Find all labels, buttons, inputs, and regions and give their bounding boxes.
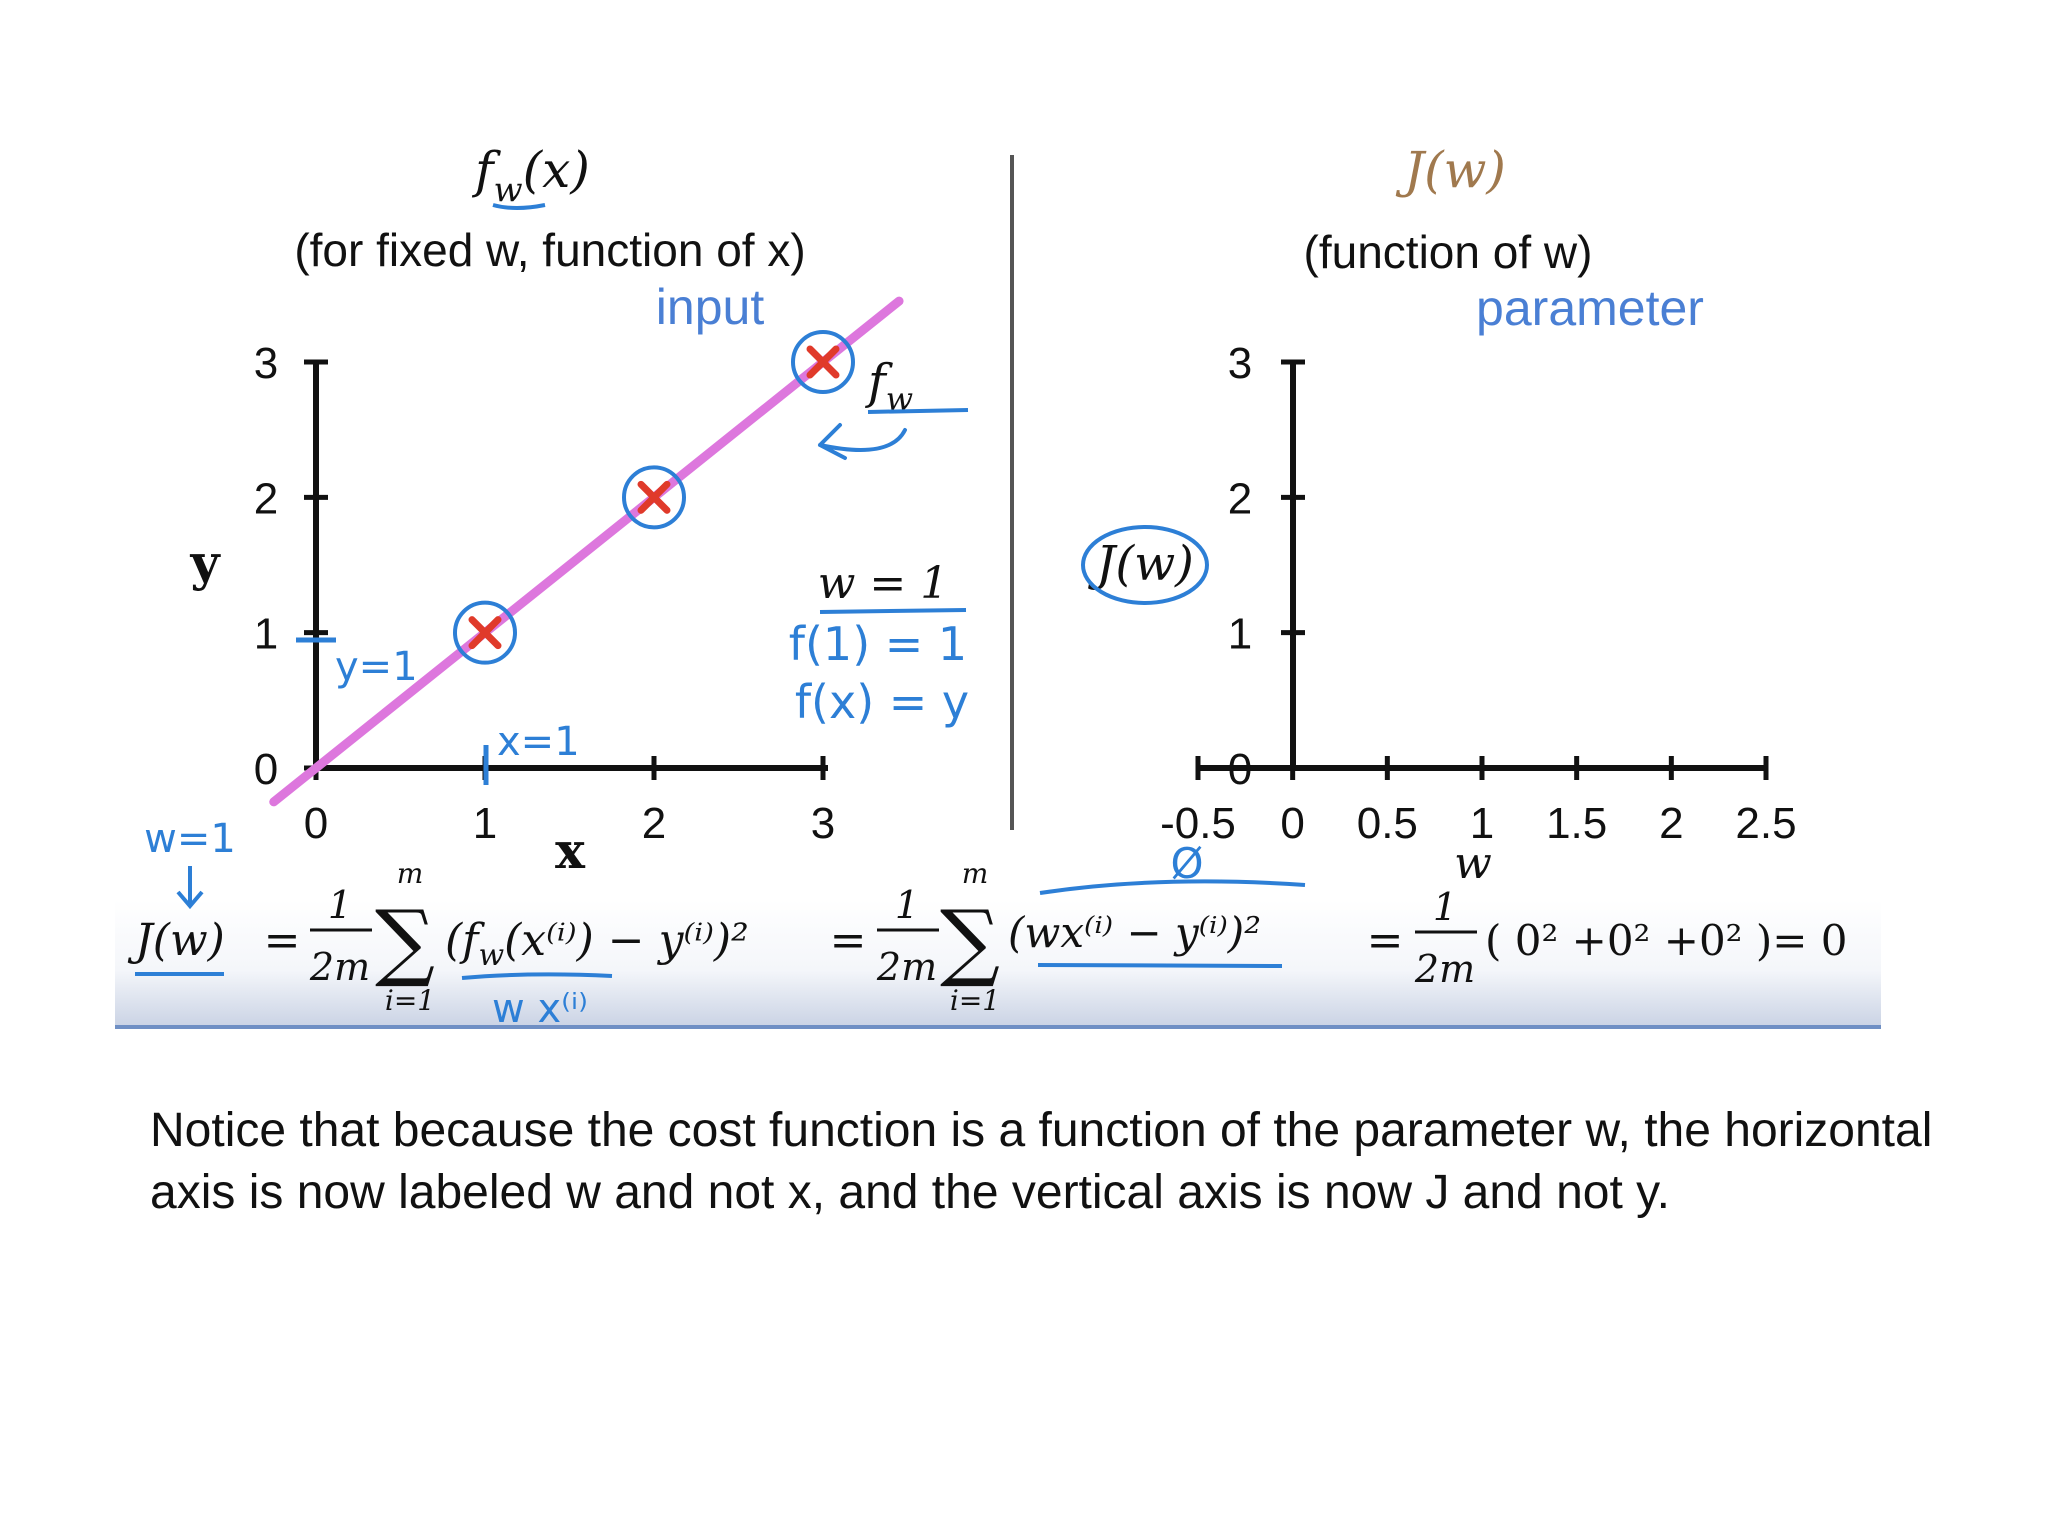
left-tick-labels: 0 1 2 3 0 1 2 3: [254, 339, 835, 848]
fraction-numerator: 1: [328, 883, 352, 927]
fx-equals-y: f(x) = y: [795, 675, 969, 729]
right-y-tick-label: 0: [1228, 745, 1252, 794]
left-plot-marks: [269, 296, 904, 807]
sigma-icon: ∑: [375, 892, 435, 990]
right-y-label: J(w): [1087, 536, 1194, 592]
point-circle-stroke: [453, 600, 517, 665]
sum-lower: i=1: [385, 984, 435, 1017]
fraction-numerator-3: 1: [1433, 885, 1457, 929]
left-x-label: x: [555, 821, 586, 880]
data-point-x: [806, 345, 840, 379]
w-equals-one-note: w=1: [144, 816, 236, 862]
left-y-label: y: [189, 533, 221, 592]
data-point-x: [468, 616, 502, 650]
sigma-icon: ∑: [940, 892, 1000, 990]
jw-circle-stroke: [1081, 525, 1209, 605]
sum-upper: m: [397, 857, 424, 890]
point-circle-stroke: [791, 330, 855, 394]
left-x-tick-label: 3: [811, 799, 835, 848]
w-equals-one: w = 1: [818, 558, 949, 609]
sum-upper-2: m: [962, 857, 989, 890]
x-equals-one-note: x=1: [497, 719, 580, 765]
right-subtitle: (function of w): [1304, 226, 1593, 278]
left-x-tick-label: 2: [642, 799, 666, 848]
fw-underline-stroke: [867, 408, 969, 414]
right-x-tick-label: 1.5: [1546, 799, 1607, 848]
left-x-tick-label: 0: [304, 799, 328, 848]
y-equals-one-note: y=1: [335, 644, 418, 690]
right-y-tick-label: 1: [1228, 610, 1252, 659]
second-term: (wx⁽ⁱ⁾ − y⁽ⁱ⁾)²: [1008, 908, 1261, 957]
left-x-tick-label: 1: [473, 799, 497, 848]
right-x-tick-label: 0: [1280, 799, 1304, 848]
fw-line-label: fw: [865, 354, 913, 418]
left-y-tick-label: 0: [254, 745, 278, 794]
left-title: fw(x): [471, 141, 590, 210]
right-x-label: w: [1454, 838, 1492, 889]
fw-term-underline-stroke: [461, 972, 613, 980]
sum-lower-2: i=1: [950, 984, 1000, 1017]
fraction-denominator: 2m: [309, 945, 370, 989]
down-arrow-icon: [176, 866, 204, 910]
right-tick-labels: -0.5 0 0.5 1 1.5 2 2.5 0 1 2 3: [1160, 339, 1797, 848]
right-axis-ticks: [1195, 359, 1769, 780]
right-y-tick-label: 2: [1228, 474, 1252, 523]
parameter-annotation: parameter: [1476, 280, 1704, 336]
fit-line: [269, 296, 904, 807]
left-panel: fw(x) (for fixed w, function of x) input…: [189, 141, 969, 880]
first-term: (fw(x⁽ⁱ⁾) − y⁽ⁱ⁾)²: [445, 915, 749, 973]
title-underline-stroke: [492, 203, 546, 210]
arrow-icon: [818, 423, 907, 460]
left-y-tick-label: 2: [254, 474, 278, 523]
right-panel: J(w) (function of w) parameter -0.5 0 0.5 1…: [1081, 141, 1797, 889]
fraction-denominator-3: 2m: [1414, 947, 1475, 991]
third-term: ( 0² +0² +0² )= 0: [1485, 916, 1848, 965]
data-point-x: [637, 480, 671, 514]
equals-sign-3: =: [1367, 915, 1404, 966]
right-x-tick-label: -0.5: [1160, 799, 1236, 848]
second-term-brace-stroke: [1039, 879, 1306, 895]
right-title: J(w): [1395, 141, 1506, 199]
right-y-tick-label: 3: [1228, 339, 1252, 388]
wx-note: w x⁽ⁱ⁾: [492, 986, 588, 1032]
fraction-numerator-2: 1: [895, 883, 919, 927]
equals-sign: =: [264, 915, 301, 966]
second-term-underline-stroke: [1037, 963, 1283, 968]
left-y-tick-label: 3: [254, 339, 278, 388]
left-y-tick-label: 1: [254, 610, 278, 659]
fraction-denominator-2: 2m: [876, 945, 937, 989]
f1-equals-one: f(1) = 1: [789, 617, 967, 671]
point-circle-stroke: [622, 465, 686, 530]
left-subtitle: (for fixed w, function of x): [294, 224, 805, 276]
right-x-tick-label: 2: [1659, 799, 1683, 848]
equals-sign-2: =: [830, 915, 867, 966]
equation-strip: [115, 900, 1881, 1028]
equation-lhs: J(w): [127, 915, 225, 966]
input-annotation: input: [656, 279, 765, 335]
right-x-tick-label: 2.5: [1735, 799, 1796, 848]
w-underline-stroke: [819, 608, 967, 614]
slide-caption: Notice that because the cost function is…: [150, 1104, 1933, 1219]
right-x-tick-label: 1: [1470, 799, 1494, 848]
right-x-tick-label: 0.5: [1357, 799, 1418, 848]
cost-equation: w=1 J(w) = 1 2m m ∑ i=1 (fw(x⁽ⁱ⁾) − y⁽ⁱ⁾…: [127, 816, 1847, 1032]
